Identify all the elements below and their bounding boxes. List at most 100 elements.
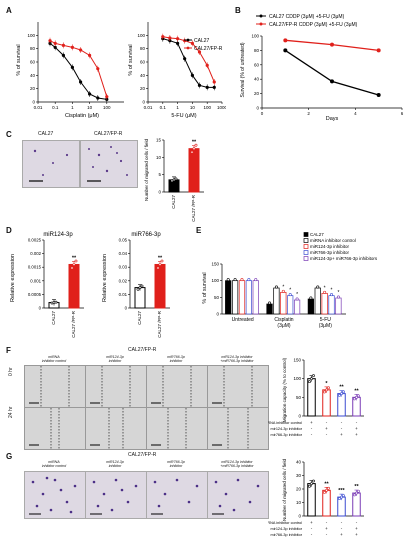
ytick-label: 0 bbox=[142, 100, 145, 105]
condition-mark: - bbox=[326, 420, 328, 425]
data-dot bbox=[312, 374, 315, 378]
panel-b: Survival (% of untreated) Days 020406080… bbox=[240, 14, 404, 122]
legend-label: miR124-3p inhibitor bbox=[310, 244, 350, 249]
legend-swatch bbox=[303, 244, 309, 249]
data-dot bbox=[325, 488, 328, 492]
data-dot bbox=[308, 380, 311, 384]
panel-label-d: D bbox=[6, 226, 12, 235]
ytick-label: 5 bbox=[158, 172, 161, 177]
data-dot bbox=[327, 486, 330, 490]
bar bbox=[273, 287, 280, 315]
transwell-micrograph bbox=[24, 471, 86, 519]
significance-label: *** bbox=[338, 488, 345, 494]
significance-label: ** bbox=[72, 255, 77, 261]
panel-label-c: C bbox=[6, 130, 12, 139]
data-dot bbox=[268, 301, 272, 305]
column-header: miR124-3p inhibitor +miR766-3p inhibitor bbox=[220, 355, 254, 363]
data-point bbox=[205, 63, 209, 67]
xtick-label: 1 bbox=[176, 105, 179, 110]
legend-label-b-cal27: CAL27 CDDP (3μM) +5-FU (3μM) bbox=[269, 14, 345, 20]
data-point bbox=[161, 35, 165, 39]
data-dot bbox=[190, 150, 194, 154]
condition-mark: + bbox=[355, 426, 358, 431]
panel-a-left-plot: % of survival Cisplatin (μM) 02040608010… bbox=[16, 22, 124, 119]
wound-edges bbox=[212, 366, 253, 407]
legend-label: miRNA inhibitor control bbox=[310, 238, 356, 243]
bar bbox=[134, 287, 146, 309]
wound-edges bbox=[29, 408, 60, 449]
legend-marker-b-fpr bbox=[259, 22, 263, 26]
bar bbox=[321, 292, 328, 315]
panel-g-header: CAL27/FP-R bbox=[128, 452, 157, 458]
data-point bbox=[61, 43, 66, 47]
bar bbox=[307, 298, 314, 315]
data-point bbox=[53, 45, 57, 49]
data-dot bbox=[312, 479, 315, 483]
data-point bbox=[53, 41, 57, 45]
data-point bbox=[197, 50, 202, 54]
data-dot bbox=[240, 278, 244, 282]
data-point bbox=[205, 85, 209, 89]
panel-f-ylabel: Migration capacity (% to control) bbox=[282, 357, 287, 422]
panel-d-left-title: miR124-3p bbox=[43, 232, 73, 238]
data-point bbox=[79, 80, 83, 84]
ytick-label: 40 bbox=[140, 73, 146, 78]
xtick-label: 100 bbox=[103, 105, 111, 110]
condition-label: mir766-3p inhibitor bbox=[271, 533, 303, 537]
panel-label-f: F bbox=[6, 346, 11, 355]
category-label: CAL27 /FP-R bbox=[157, 310, 162, 338]
panel-c-chart: Number of migrated cells / field 0 5 10 15 C… bbox=[144, 138, 204, 222]
data-dot bbox=[357, 489, 360, 493]
condition-mark: - bbox=[311, 432, 313, 437]
xtick-label: 10 bbox=[190, 105, 196, 110]
ytick-label: 10 bbox=[156, 155, 162, 160]
panel-e: % of survival 0 50 100 150 * * * * * * Untreated Ci… bbox=[202, 232, 378, 329]
bar bbox=[322, 389, 331, 417]
panel-b-ylabel: Survival (% of untreated) bbox=[240, 42, 246, 97]
condition-mark: - bbox=[311, 526, 313, 531]
data-point bbox=[70, 45, 74, 49]
wound-edges bbox=[90, 366, 131, 407]
ytick-label: 0.0005 bbox=[28, 292, 42, 297]
wound-edges bbox=[29, 366, 70, 407]
data-dot bbox=[355, 491, 358, 495]
condition-mark: - bbox=[356, 520, 358, 525]
panel-f-row-0hr-label: 0 hr bbox=[8, 367, 14, 376]
data-dot bbox=[323, 390, 326, 394]
ytick-label: 0.02 bbox=[119, 278, 128, 283]
data-dot bbox=[54, 300, 58, 304]
migrated-cells bbox=[212, 478, 260, 515]
group-label: Untreated bbox=[232, 317, 254, 323]
panel-g-chart: Number of migrated cells / field 0 10 20 30… bbox=[268, 458, 364, 537]
data-dot bbox=[353, 397, 356, 401]
ytick-label: 80 bbox=[254, 48, 260, 53]
condition-mark: - bbox=[326, 532, 328, 537]
xtick-label: 2 bbox=[307, 111, 310, 116]
xtick-label: 0.1 bbox=[160, 105, 167, 110]
group-label: 5-FU bbox=[320, 317, 332, 323]
data-dot bbox=[342, 494, 345, 497]
data-point bbox=[176, 37, 180, 41]
legend-label: miR766-3p inhibitor bbox=[310, 250, 350, 255]
ytick-label: 0 bbox=[298, 514, 301, 519]
data-dot bbox=[310, 377, 313, 381]
condition-mark: + bbox=[355, 526, 358, 531]
ytick-label: 0 bbox=[158, 190, 161, 195]
ytick-label: 80 bbox=[30, 46, 36, 51]
data-point bbox=[212, 85, 216, 89]
bar bbox=[231, 280, 239, 315]
panel-d: miR124-3p Relative expression 0 0.0005 0.0… bbox=[10, 232, 170, 338]
ytick-label: 40 bbox=[254, 77, 260, 82]
migrated-cells bbox=[29, 476, 77, 515]
data-dot bbox=[138, 286, 142, 290]
data-dot bbox=[309, 296, 313, 300]
bar bbox=[307, 483, 316, 517]
xtick-label: 1000 bbox=[217, 105, 226, 110]
wound-edges bbox=[151, 366, 192, 407]
panel-f-chart: Migration capacity (% to control) 0 50 100… bbox=[268, 357, 364, 437]
category-label: CAL27 bbox=[51, 311, 56, 325]
ytick-label: 0.03 bbox=[119, 265, 128, 270]
data-dot bbox=[160, 259, 164, 263]
transwell-micrograph bbox=[146, 471, 208, 519]
ytick-label: 0.01 bbox=[119, 292, 128, 297]
